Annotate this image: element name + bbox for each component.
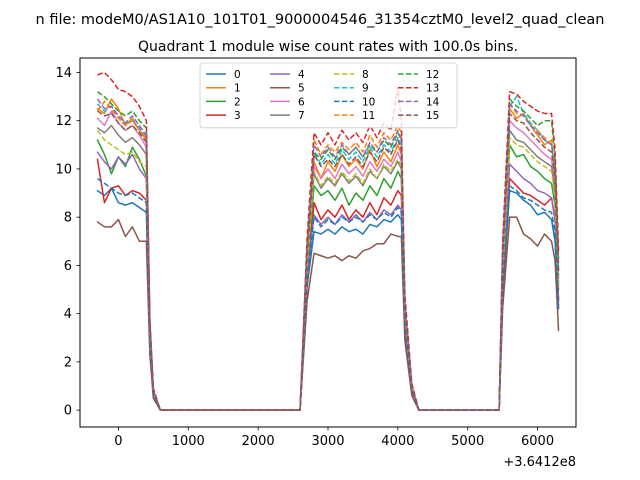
series-line-8 <box>96 129 560 411</box>
y-tick-label: 8 <box>64 211 72 226</box>
y-tick-label: 12 <box>55 114 72 129</box>
x-offset-label: +3.6412e8 <box>503 455 576 470</box>
y-tick-label: 14 <box>55 66 72 81</box>
y-tick-label: 2 <box>64 355 72 370</box>
x-tick-label: 6000 <box>521 434 554 449</box>
y-tick-label: 4 <box>64 307 72 322</box>
x-tick-label: 3000 <box>311 434 344 449</box>
series-line-0 <box>96 187 560 411</box>
chart-title: Quadrant 1 module wise count rates with … <box>138 39 518 55</box>
legend-label-6: 6 <box>298 96 305 108</box>
legend-label-12: 12 <box>426 69 439 81</box>
legend-label-10: 10 <box>362 96 375 108</box>
x-tick-label: 5000 <box>451 434 484 449</box>
series-line-2 <box>96 139 560 411</box>
x-tick-label: 4000 <box>381 434 414 449</box>
y-tick-label: 0 <box>64 404 72 419</box>
legend-frame <box>199 62 458 129</box>
legend-label-7: 7 <box>298 110 305 122</box>
series-line-15 <box>97 110 560 411</box>
legend-label-3: 3 <box>234 110 241 122</box>
series-line-5 <box>96 216 560 411</box>
series-line-6 <box>96 110 560 411</box>
series-line-10 <box>97 177 560 411</box>
legend-label-1: 1 <box>234 83 241 95</box>
legend-label-2: 2 <box>234 96 241 108</box>
x-tick-label: 2000 <box>242 434 275 449</box>
legend-label-8: 8 <box>362 69 369 81</box>
legend-label-9: 9 <box>362 83 369 95</box>
series-line-3 <box>96 158 560 411</box>
plot-series <box>96 71 560 411</box>
x-tick-label: 1000 <box>172 434 205 449</box>
y-axis: 0 2 4 6 8 10 12 14 <box>55 66 80 419</box>
legend-label-5: 5 <box>298 83 305 95</box>
legend-label-11: 11 <box>362 110 375 122</box>
y-tick-label: 10 <box>55 162 72 177</box>
series-line-9 <box>96 95 560 411</box>
legend-label-14: 14 <box>426 96 440 108</box>
legend-label-13: 13 <box>426 83 439 95</box>
legend-label-0: 0 <box>234 69 241 81</box>
x-axis: 0 1000 2000 3000 4000 5000 6000 <box>114 427 554 449</box>
y-tick-label: 6 <box>64 259 72 274</box>
legend-label-15: 15 <box>426 110 439 122</box>
x-tick-label: 0 <box>114 434 122 449</box>
series-line-12 <box>97 91 560 411</box>
legend-label-4: 4 <box>298 69 305 81</box>
chart-suptitle: n file: modeM0/AS1A10_101T01_9000004546_… <box>36 12 605 28</box>
